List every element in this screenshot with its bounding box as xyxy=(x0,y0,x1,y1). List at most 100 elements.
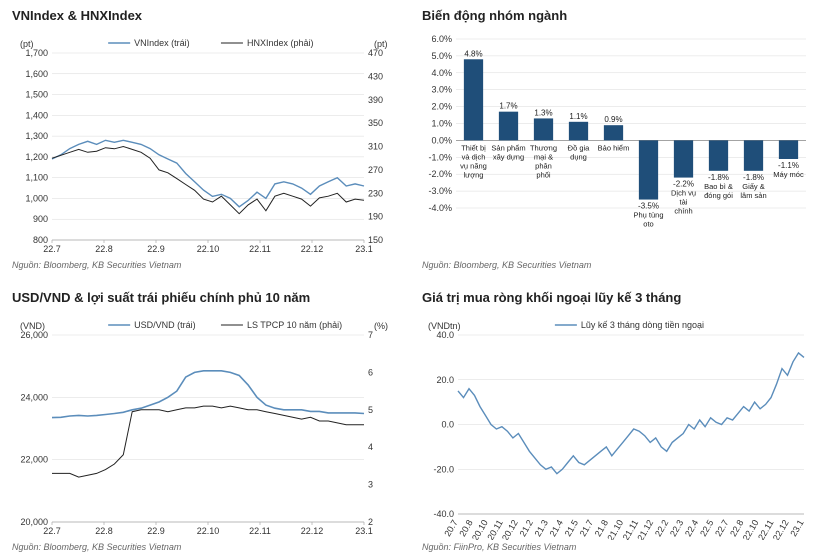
svg-text:22.10: 22.10 xyxy=(197,526,220,536)
svg-text:22.5: 22.5 xyxy=(698,518,715,538)
chart-usdvnd: (VND)(%)USD/VND (trái)LS TPCP 10 năm (ph… xyxy=(12,313,402,540)
svg-text:22.7: 22.7 xyxy=(43,244,61,254)
svg-text:430: 430 xyxy=(368,71,383,81)
svg-text:0.0: 0.0 xyxy=(441,420,454,430)
svg-text:4.0%: 4.0% xyxy=(431,68,452,78)
svg-text:4: 4 xyxy=(368,442,373,452)
source-text: Nguồn: Bloomberg, KB Securities Vietnam xyxy=(422,260,812,270)
svg-text:phân: phân xyxy=(535,161,552,170)
svg-text:5: 5 xyxy=(368,405,373,415)
svg-text:Bảo hiểm: Bảo hiểm xyxy=(598,143,630,152)
svg-text:-2.2%: -2.2% xyxy=(673,180,694,189)
panel-title: USD/VND & lợi suất trái phiếu chính phủ … xyxy=(12,290,402,305)
svg-text:-40.0: -40.0 xyxy=(433,509,454,519)
svg-text:-2.0%: -2.0% xyxy=(428,169,452,179)
svg-text:230: 230 xyxy=(368,188,383,198)
svg-text:22.4: 22.4 xyxy=(683,518,700,538)
svg-text:Bao bì &: Bao bì & xyxy=(704,182,733,191)
svg-text:1,600: 1,600 xyxy=(25,69,48,79)
svg-text:HNXIndex (phải): HNXIndex (phải) xyxy=(247,38,314,48)
svg-text:1,300: 1,300 xyxy=(25,131,48,141)
svg-text:21.2: 21.2 xyxy=(518,518,535,538)
panel-title: Giá trị mua ròng khối ngoại lũy kế 3 thá… xyxy=(422,290,812,305)
svg-text:270: 270 xyxy=(368,165,383,175)
svg-text:-1.8%: -1.8% xyxy=(743,173,764,182)
svg-text:Phụ tùng: Phụ tùng xyxy=(633,211,663,220)
svg-text:1.7%: 1.7% xyxy=(499,102,517,111)
svg-text:1,100: 1,100 xyxy=(25,173,48,183)
svg-text:1,000: 1,000 xyxy=(25,193,48,203)
svg-text:23.1: 23.1 xyxy=(355,244,373,254)
svg-text:Dịch vụ: Dịch vụ xyxy=(671,189,696,198)
svg-text:22.12: 22.12 xyxy=(301,526,324,536)
svg-text:xây dựng: xây dựng xyxy=(493,152,524,161)
svg-text:22.12: 22.12 xyxy=(771,518,791,540)
svg-text:390: 390 xyxy=(368,95,383,105)
svg-text:1,200: 1,200 xyxy=(25,152,48,162)
svg-text:Lũy kế 3 tháng dòng tiền ngoại: Lũy kế 3 tháng dòng tiền ngoại xyxy=(581,320,704,330)
svg-text:2.0%: 2.0% xyxy=(431,102,452,112)
svg-text:1,500: 1,500 xyxy=(25,90,48,100)
svg-text:6.0%: 6.0% xyxy=(431,34,452,44)
panel-sector: Biến động nhóm ngành -4.0%-3.0%-2.0%-1.0… xyxy=(422,8,812,270)
svg-text:Thiết bị: Thiết bị xyxy=(461,143,486,152)
svg-text:-20.0: -20.0 xyxy=(433,464,454,474)
chart-grid: VNIndex & HNXIndex (pt)(pt)VNIndex (trái… xyxy=(12,8,812,552)
svg-text:20.0: 20.0 xyxy=(436,375,454,385)
svg-text:VNIndex (trái): VNIndex (trái) xyxy=(134,38,190,48)
svg-text:1.1%: 1.1% xyxy=(569,112,587,121)
svg-text:LS TPCP 10 năm (phải): LS TPCP 10 năm (phải) xyxy=(247,320,342,330)
svg-text:21.7: 21.7 xyxy=(578,518,595,538)
svg-text:21.5: 21.5 xyxy=(563,518,580,538)
svg-text:oto: oto xyxy=(643,220,653,229)
svg-text:3: 3 xyxy=(368,480,373,490)
panel-vnindex: VNIndex & HNXIndex (pt)(pt)VNIndex (trái… xyxy=(12,8,402,270)
svg-text:310: 310 xyxy=(368,142,383,152)
svg-text:350: 350 xyxy=(368,118,383,128)
svg-text:Máy móc: Máy móc xyxy=(773,170,804,179)
svg-text:0.9%: 0.9% xyxy=(604,115,622,124)
svg-text:22,000: 22,000 xyxy=(20,455,48,465)
svg-text:22.9: 22.9 xyxy=(147,244,165,254)
svg-text:USD/VND (trái): USD/VND (trái) xyxy=(134,320,196,330)
svg-text:-3.5%: -3.5% xyxy=(638,202,659,211)
svg-text:22.12: 22.12 xyxy=(301,244,324,254)
svg-text:190: 190 xyxy=(368,212,383,222)
svg-text:-1.8%: -1.8% xyxy=(708,173,729,182)
svg-text:22.3: 22.3 xyxy=(668,518,685,538)
svg-text:22.2: 22.2 xyxy=(653,518,670,538)
svg-text:900: 900 xyxy=(33,214,48,224)
svg-text:Thương: Thương xyxy=(530,143,557,152)
svg-text:lượng: lượng xyxy=(464,170,484,179)
chart-foreign: (VNDtn)Lũy kế 3 tháng dòng tiền ngoại-40… xyxy=(422,313,812,540)
svg-text:22.10: 22.10 xyxy=(197,244,220,254)
panel-title: Biến động nhóm ngành xyxy=(422,8,812,23)
svg-text:-1.0%: -1.0% xyxy=(428,152,452,162)
svg-text:dụng: dụng xyxy=(570,152,587,161)
svg-text:(%): (%) xyxy=(374,321,388,331)
chart-sector: -4.0%-3.0%-2.0%-1.0%0.0%1.0%2.0%3.0%4.0%… xyxy=(422,31,812,258)
svg-text:3.0%: 3.0% xyxy=(431,85,452,95)
svg-text:470: 470 xyxy=(368,48,383,58)
svg-text:1.3%: 1.3% xyxy=(534,108,552,117)
svg-text:22.8: 22.8 xyxy=(95,244,113,254)
source-text: Nguồn: FiinPro, KB Securities Vietnam xyxy=(422,542,812,552)
svg-text:0.0%: 0.0% xyxy=(431,135,452,145)
svg-text:24,000: 24,000 xyxy=(20,392,48,402)
panel-foreign: Giá trị mua ròng khối ngoại lũy kế 3 thá… xyxy=(422,290,812,552)
panel-usdvnd: USD/VND & lợi suất trái phiếu chính phủ … xyxy=(12,290,402,552)
svg-text:22.11: 22.11 xyxy=(249,244,271,254)
svg-text:đóng gói: đóng gói xyxy=(704,191,733,200)
svg-text:vụ năng: vụ năng xyxy=(460,161,487,170)
svg-text:chính: chính xyxy=(674,207,692,216)
source-text: Nguồn: Bloomberg, KB Securities Vietnam xyxy=(12,542,402,552)
svg-text:tài: tài xyxy=(680,198,688,207)
svg-text:21.12: 21.12 xyxy=(635,518,655,540)
svg-text:1,700: 1,700 xyxy=(25,48,48,58)
svg-text:mại &: mại & xyxy=(534,152,553,161)
svg-text:22.9: 22.9 xyxy=(147,526,165,536)
svg-text:21.4: 21.4 xyxy=(548,518,565,538)
svg-text:6: 6 xyxy=(368,367,373,377)
svg-text:40.0: 40.0 xyxy=(436,330,454,340)
svg-text:5.0%: 5.0% xyxy=(431,51,452,61)
